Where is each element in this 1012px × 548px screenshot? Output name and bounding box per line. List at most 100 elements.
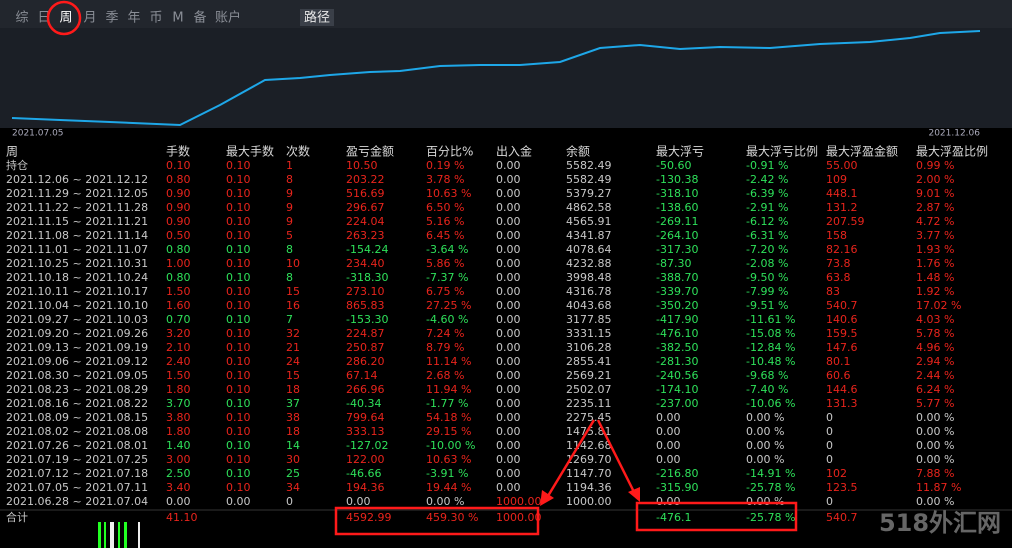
cell: 14 [286,439,300,452]
tab[interactable]: 季 [105,11,118,26]
cell: 0.19 % [426,159,464,172]
cell: 0 [826,425,833,438]
cell: 38 [286,411,300,424]
cell: 0.00 % [916,439,954,452]
cell: 82.16 [826,243,858,256]
cell: 0.80 [166,173,191,186]
cell: 3.20 [166,327,191,340]
cell: -46.66 [346,467,381,480]
row-label: 2021.11.08 ~ 2021.11.14 [6,229,148,242]
cell: 15 [286,285,300,298]
cell: 9.01 % [916,187,954,200]
cell: -240.56 [656,369,698,382]
cell: -7.40 % [746,383,788,396]
cell: 0.00 [496,299,521,312]
path-button[interactable]: 路径 [304,10,330,26]
bottom-bars [98,522,140,548]
cell: 5582.49 [566,173,612,186]
tab[interactable]: M [172,11,183,26]
tab[interactable]: 账户 [215,10,241,26]
cell: -317.30 [656,243,698,256]
cell: 459.30 % [426,511,478,524]
row-label: 2021.07.19 ~ 2021.07.25 [6,453,148,466]
row-label: 2021.11.22 ~ 2021.11.28 [6,201,148,214]
cell: 4341.87 [566,229,612,242]
cell: 5.78 % [916,327,954,340]
cell: 8 [286,243,293,256]
cell: -14.91 % [746,467,795,480]
cell: -264.10 [656,229,698,242]
tab[interactable]: 综 [15,11,28,26]
tab[interactable]: 币 [149,11,162,26]
row-label: 2021.11.29 ~ 2021.12.05 [6,187,148,200]
cell: 1269.70 [566,453,612,466]
cell: 0.10 [226,313,251,326]
cell: 0.10 [226,299,251,312]
row-label: 2021.08.16 ~ 2021.08.22 [6,397,148,410]
cell: 131.3 [826,397,858,410]
cell: 4565.91 [566,215,612,228]
cell: -12.84 % [746,341,795,354]
row-label: 2021.11.01 ~ 2021.11.07 [6,243,148,256]
row-label: 持仓 [6,158,28,172]
cell: 7.88 % [916,467,954,480]
cell: 3.78 % [426,173,464,186]
cell: -476.10 [656,327,698,340]
tab[interactable]: 月 [83,11,96,26]
cell: -11.61 % [746,313,795,326]
cell: 0.00 [496,187,521,200]
tab[interactable]: 年 [127,11,140,26]
cell: 11.94 % [426,383,471,396]
cell: -6.39 % [746,187,788,200]
cell: 0.00 % [916,411,954,424]
cell: -10.48 % [746,355,795,368]
cell: 0.00 [496,159,521,172]
cell: 1142.68 [566,439,612,452]
cell: -87.30 [656,257,691,270]
cell: 0 [826,439,833,452]
column-header: 余额 [566,144,590,159]
cell: 16 [286,299,300,312]
column-header: 出入金 [496,144,532,159]
cell: -7.20 % [746,243,788,256]
cell: 2.87 % [916,201,954,214]
cell: 15 [286,369,300,382]
cell: -40.34 [346,397,381,410]
cell: -25.78 % [746,481,795,494]
cell: 0.00 [656,425,681,438]
path-button-bg[interactable] [300,9,334,26]
cell: 0.90 [166,201,191,214]
cell: 0.10 [226,201,251,214]
cell: -237.00 [656,397,698,410]
cell: 3331.15 [566,327,612,340]
cell: -4.60 % [426,313,468,326]
cell: 10 [286,257,300,270]
cell: 63.8 [826,271,851,284]
cell: 0.00 [496,201,521,214]
tab[interactable]: 备 [193,10,206,26]
cell: 5.77 % [916,397,954,410]
cell: -6.12 % [746,215,788,228]
cell: 0.10 [226,187,251,200]
cell: 263.23 [346,229,385,242]
cell: 80.1 [826,355,851,368]
row-label: 2021.09.06 ~ 2021.09.12 [6,355,148,368]
cell: 4862.58 [566,201,612,214]
tab[interactable]: 周 [59,11,72,26]
cell: 2569.21 [566,369,612,382]
cell: 67.14 [346,369,378,382]
cell: 0.00 [496,453,521,466]
cell: 11.87 % [916,481,961,494]
cell: 0.00 [496,341,521,354]
cell: 5 [286,229,293,242]
cell: 17.02 % [916,299,961,312]
cell: 4232.88 [566,257,612,270]
cell: 0.00 [656,453,681,466]
cell: 0.00 [226,495,251,508]
column-header: 最大手数 [226,144,274,159]
cell: 4.03 % [916,313,954,326]
cell: 3177.85 [566,313,612,326]
cell: 1.80 [166,383,191,396]
chart-area [0,28,1012,128]
cell: 799.64 [346,411,385,424]
